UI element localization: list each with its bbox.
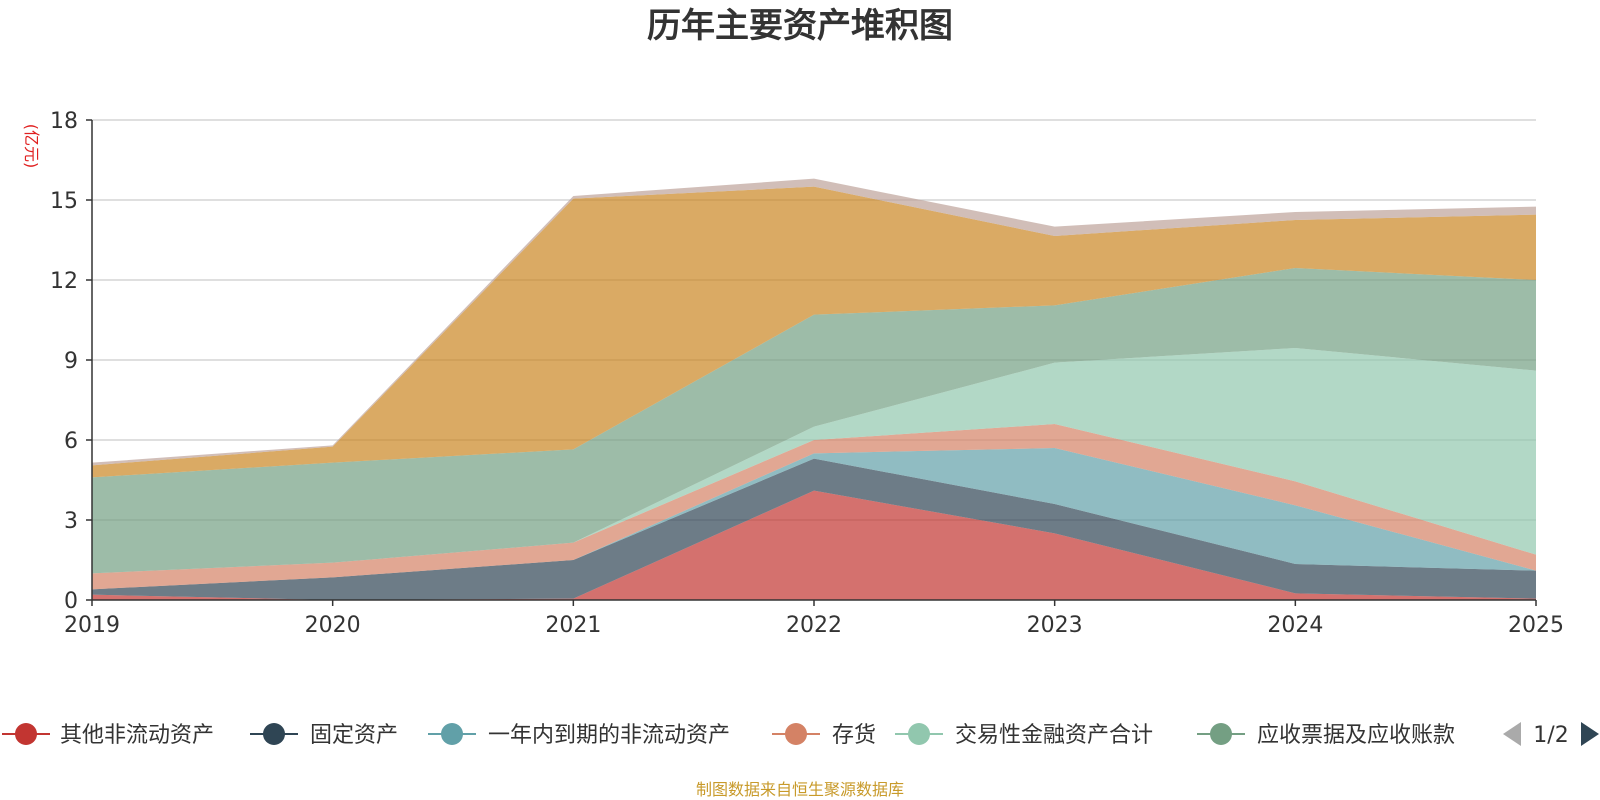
y-axis-unit: (亿元) bbox=[22, 124, 41, 169]
y-tick-label: 15 bbox=[50, 189, 78, 214]
legend-next-page-icon[interactable] bbox=[1581, 722, 1599, 746]
area-3 bbox=[92, 448, 1536, 590]
x-tick-label: 2022 bbox=[786, 613, 842, 638]
legend-item[interactable]: 存货 bbox=[772, 723, 876, 748]
legend-label: 一年内到期的非流动资产 bbox=[488, 723, 730, 748]
legend-item[interactable]: 应收票据及应收账款 bbox=[1197, 723, 1455, 748]
legend-item[interactable]: 一年内到期的非流动资产 bbox=[428, 723, 730, 748]
axes: 0 3 6 9 12 15 18 2019 2020 2021 2022 2023 2024 2025 bbox=[50, 109, 1564, 638]
area-2 bbox=[92, 458, 1536, 600]
area-4 bbox=[92, 424, 1536, 590]
area-5 bbox=[92, 348, 1536, 574]
area-7 bbox=[92, 186, 1536, 478]
y-tick-label: 18 bbox=[50, 109, 78, 134]
y-tick-label: 6 bbox=[64, 429, 78, 454]
legend-marker-icon bbox=[15, 723, 37, 745]
x-tick-label: 2020 bbox=[305, 613, 361, 638]
legend-marker-icon bbox=[263, 723, 285, 745]
x-tick-label: 2025 bbox=[1508, 613, 1564, 638]
x-tick-label: 2021 bbox=[545, 613, 601, 638]
x-tick-label: 2023 bbox=[1027, 613, 1083, 638]
legend-label: 其他非流动资产 bbox=[60, 723, 214, 748]
legend-label: 交易性金融资产合计 bbox=[955, 723, 1153, 748]
chart-title: 历年主要资产堆积图 bbox=[647, 6, 953, 46]
legend-page-indicator: 1/2 bbox=[1533, 723, 1568, 748]
data-source-note: 制图数据来自恒生聚源数据库 bbox=[696, 780, 904, 799]
y-tick-label: 9 bbox=[64, 349, 78, 374]
y-tick-label: 12 bbox=[50, 269, 78, 294]
legend-marker-icon bbox=[1210, 723, 1232, 745]
legend-marker-icon bbox=[908, 723, 930, 745]
x-tick-label: 2019 bbox=[64, 613, 120, 638]
legend-item[interactable]: 其他非流动资产 bbox=[2, 723, 214, 748]
legend-marker-icon bbox=[441, 723, 463, 745]
y-tick-label: 3 bbox=[64, 509, 78, 534]
legend-marker-icon bbox=[785, 723, 807, 745]
y-tick-label: 0 bbox=[64, 589, 78, 614]
legend: 其他非流动资产 固定资产 一年内到期的非流动资产 存货 交易性金融资产合计 应收票据及应收… bbox=[2, 722, 1599, 748]
legend-item[interactable]: 交易性金融资产合计 bbox=[895, 723, 1153, 748]
x-tick-label: 2024 bbox=[1267, 613, 1323, 638]
legend-item[interactable]: 固定资产 bbox=[250, 723, 398, 748]
legend-label: 存货 bbox=[832, 723, 876, 748]
area-1 bbox=[92, 490, 1536, 600]
legend-prev-page-icon[interactable] bbox=[1503, 722, 1521, 746]
legend-label: 应收票据及应收账款 bbox=[1257, 723, 1455, 748]
legend-label: 固定资产 bbox=[310, 723, 398, 748]
area-6 bbox=[92, 268, 1536, 574]
area-series bbox=[92, 178, 1536, 600]
